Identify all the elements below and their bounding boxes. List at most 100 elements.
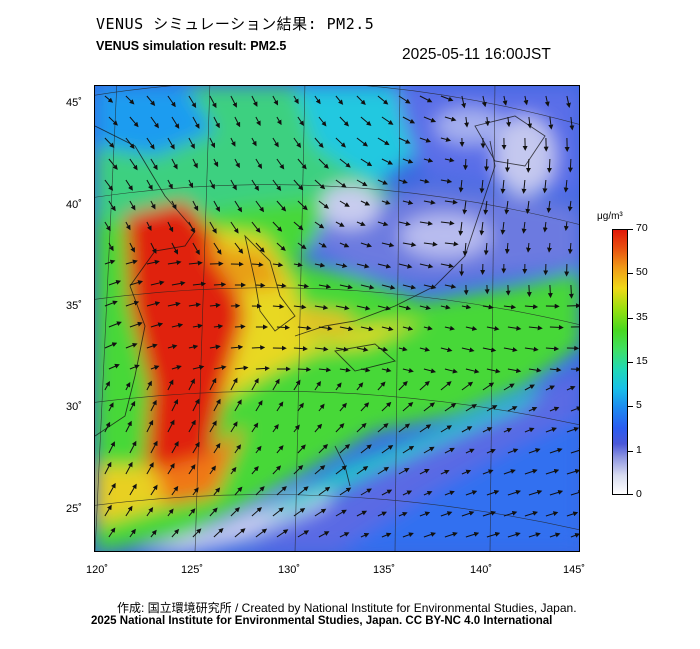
wind-arrow <box>549 367 562 373</box>
wind-arrow <box>150 529 157 538</box>
wind-arrow <box>213 158 219 168</box>
wind-arrow <box>440 220 455 226</box>
wind-arrow <box>192 528 202 538</box>
wind-vectors <box>104 95 579 538</box>
wind-arrow <box>377 305 391 311</box>
wind-arrow <box>146 95 156 107</box>
wind-arrow <box>251 345 266 351</box>
wind-arrow <box>521 221 527 234</box>
wind-arrow <box>339 487 352 496</box>
wind-arrow <box>524 346 539 352</box>
wind-arrow <box>528 489 543 496</box>
wind-arrow <box>462 200 468 215</box>
wind-arrow <box>188 260 203 266</box>
wind-arrow <box>482 382 495 391</box>
pm25-map[interactable] <box>94 85 580 552</box>
wind-arrow <box>566 468 579 475</box>
colorbar-tick-mark <box>628 406 633 407</box>
wind-arrow <box>356 221 366 227</box>
lon-label-125: 125˚ <box>181 564 204 576</box>
wind-arrow <box>339 326 354 332</box>
wind-arrow <box>525 242 531 253</box>
wind-arrow <box>255 242 265 253</box>
wind-arrow <box>104 342 118 349</box>
wind-arrow <box>272 303 285 309</box>
wind-arrow <box>213 116 220 129</box>
wind-arrow <box>464 116 470 128</box>
wind-arrow <box>444 116 457 122</box>
wind-arrow <box>419 220 433 226</box>
wind-arrow <box>339 200 350 207</box>
wind-arrow <box>527 116 533 129</box>
wind-arrow <box>507 368 522 374</box>
wind-arrow <box>526 284 532 298</box>
wind-arrow <box>108 158 118 170</box>
wind-arrow <box>484 116 490 127</box>
wind-arrow <box>570 532 579 538</box>
wind-arrow <box>507 532 521 538</box>
wind-arrow <box>440 381 452 391</box>
wind-arrow <box>129 242 135 253</box>
wind-arrow <box>398 179 408 184</box>
wind-arrow <box>483 200 489 215</box>
wind-arrow <box>293 179 304 191</box>
wind-arrow <box>440 425 453 433</box>
wind-arrow <box>251 465 259 475</box>
wind-arrow <box>230 344 244 350</box>
wind-arrow <box>423 402 435 412</box>
wind-arrow <box>482 347 497 353</box>
wind-arrow <box>251 95 258 107</box>
wind-arrow <box>297 200 308 211</box>
wind-arrow <box>314 262 326 268</box>
wind-arrow <box>548 116 554 130</box>
wind-arrow <box>167 301 181 307</box>
colorbar-unit: μg/m³ <box>597 211 623 222</box>
wind-arrow <box>507 489 522 496</box>
wind-arrow <box>486 325 500 331</box>
wind-arrow <box>486 368 501 374</box>
lat-label-45: 45˚ <box>66 97 82 109</box>
wind-arrow <box>465 404 477 412</box>
wind-arrow <box>129 280 144 286</box>
wind-arrow <box>570 406 579 412</box>
wind-arrow <box>503 347 518 353</box>
wind-arrow <box>171 116 180 129</box>
wind-arrow <box>419 263 434 269</box>
wind-arrow <box>444 325 455 331</box>
wind-arrow <box>125 221 131 231</box>
wind-arrow <box>360 284 375 290</box>
wind-arrow <box>402 158 414 164</box>
wind-arrow <box>360 488 372 496</box>
wind-arrow <box>419 380 430 391</box>
wind-arrow <box>318 403 325 412</box>
wind-arrow <box>171 441 179 454</box>
wind-arrow <box>297 486 309 496</box>
wind-arrow <box>104 380 110 391</box>
wind-arrow <box>524 427 535 433</box>
wind-arrow <box>402 284 417 290</box>
wind-arrow <box>402 532 414 538</box>
wind-arrow <box>150 242 157 254</box>
wind-arrow <box>171 323 184 328</box>
wind-arrow <box>213 282 227 288</box>
wind-arrow <box>524 511 539 517</box>
wind-arrow <box>318 531 330 538</box>
wind-arrow <box>192 158 198 169</box>
wind-arrow <box>402 368 414 373</box>
wind-arrow <box>255 528 268 538</box>
wind-arrow <box>335 509 347 517</box>
wind-arrow <box>104 504 112 517</box>
wind-arrow <box>398 305 412 311</box>
wind-arrow <box>339 443 351 454</box>
wind-arrow <box>335 305 350 311</box>
wind-arrow <box>150 280 165 286</box>
wind-arrow <box>108 280 122 286</box>
wind-arrow <box>482 510 497 517</box>
wind-arrow <box>339 367 351 373</box>
wind-arrow <box>213 242 222 255</box>
wind-arrow <box>146 419 154 433</box>
wind-arrow <box>419 468 430 475</box>
wind-arrow <box>293 304 307 310</box>
wind-arrow <box>423 284 437 290</box>
wind-arrow <box>251 221 261 233</box>
